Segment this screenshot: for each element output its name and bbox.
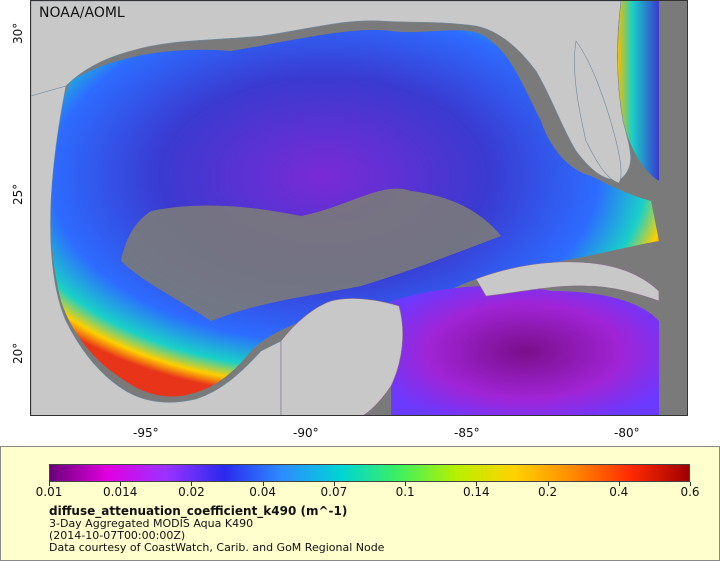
lat-label-25n: 25° bbox=[11, 183, 25, 205]
land-cuba bbox=[475, 261, 660, 302]
land-usa bbox=[31, 1, 631, 181]
k490-map-image bbox=[31, 1, 687, 415]
caribbean-water bbox=[391, 285, 659, 415]
colorbar-tickmark bbox=[191, 482, 193, 486]
lon-label-90w: -90° bbox=[293, 426, 319, 440]
colorbar-tickmark bbox=[333, 482, 335, 486]
map-credit: NOAA/AOML bbox=[39, 5, 125, 21]
colorbar-tick-label: 0.04 bbox=[249, 485, 277, 499]
lon-label-95w: -95° bbox=[133, 426, 159, 440]
map-frame: NOAA/AOML bbox=[30, 0, 688, 416]
colorbar-tick-label: 0.07 bbox=[320, 485, 348, 499]
colorbar-tickmark bbox=[49, 482, 50, 486]
variable-name: diffuse_attenuation_coefficient_k490 (m^… bbox=[49, 504, 348, 518]
colorbar-tick-label: 0.2 bbox=[538, 485, 558, 499]
colorbar-tickmark bbox=[120, 482, 122, 486]
legend-panel: 0.01 0.014 0.02 0.04 0.07 0.1 0.14 0.2 0.4 0.6 di… bbox=[0, 446, 720, 561]
timestamp: (2014-10-07T00:00:00Z) bbox=[49, 529, 186, 542]
land-mexico bbox=[31, 85, 282, 415]
colorbar-tick-label: 0.6 bbox=[680, 485, 700, 499]
map-panel: NOAA/AOML -95° -90° -85° -80° 30° 25° 20… bbox=[11, 0, 688, 440]
land-yucatan bbox=[280, 298, 403, 415]
lon-label-85w: -85° bbox=[454, 426, 480, 440]
colorbar-tick-label: 0.4 bbox=[609, 485, 629, 499]
colorbar-tick-label: 0.1 bbox=[395, 485, 415, 499]
data-courtesy: Data courtesy of CoastWatch, Carib. and … bbox=[49, 541, 385, 554]
colorbar-tickmark bbox=[476, 482, 478, 486]
colorbar-tick-label: 0.01 bbox=[35, 485, 63, 499]
product-description: 3-Day Aggregated MODIS Aqua K490 bbox=[49, 517, 254, 530]
cloud-gap bbox=[121, 188, 501, 321]
colorbar-tickmark bbox=[547, 482, 549, 486]
lat-label-20n: 20° bbox=[11, 342, 25, 364]
colorbar bbox=[49, 464, 690, 482]
land-florida bbox=[574, 40, 622, 184]
atlantic-water bbox=[617, 1, 659, 181]
colorbar-tickmark bbox=[262, 482, 264, 486]
colorbar-tick-label: 0.014 bbox=[103, 485, 138, 499]
colorbar-tickmark bbox=[618, 482, 620, 486]
colorbar-tickmark bbox=[405, 482, 407, 486]
lat-label-30n: 30° bbox=[11, 22, 25, 44]
colorbar-tickmark bbox=[690, 482, 691, 486]
lon-label-80w: -80° bbox=[614, 426, 640, 440]
colorbar-tick-label: 0.14 bbox=[462, 485, 490, 499]
colorbar-tick-label: 0.02 bbox=[178, 485, 205, 499]
